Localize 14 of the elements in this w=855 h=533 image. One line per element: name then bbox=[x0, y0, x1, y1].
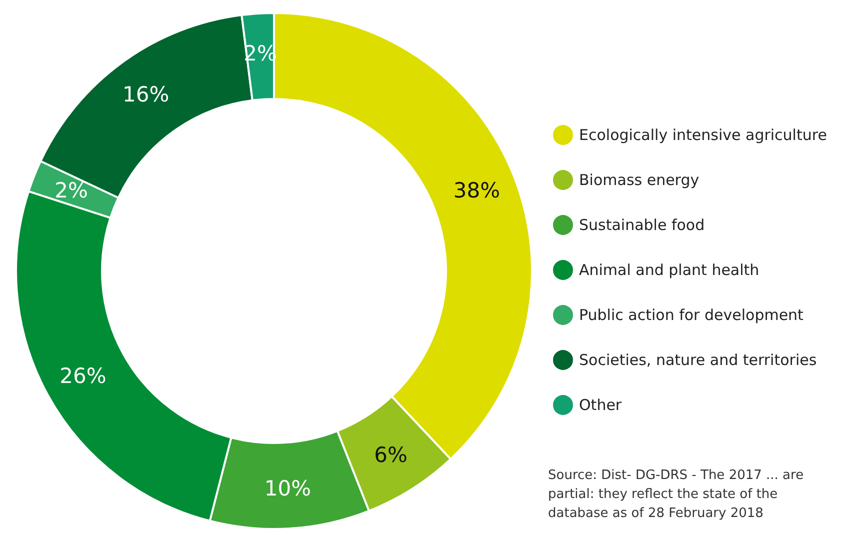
source-note: Source: Dist- DG-DRS - The 2017 ... are partial: they reflect the state of the database as of 28 February 2018 bbox=[548, 468, 808, 521]
data-label: 2% bbox=[54, 178, 88, 203]
legend-label: Animal and plant health bbox=[579, 261, 760, 279]
legend-label: Other bbox=[579, 396, 622, 414]
data-label: 10% bbox=[264, 476, 312, 501]
legend-label: Public action for development bbox=[579, 306, 804, 324]
legend-label: Ecologically intensive agriculture bbox=[579, 126, 827, 144]
data-label: 26% bbox=[60, 364, 106, 388]
legend-label: Sustainable food bbox=[579, 216, 705, 234]
data-label: 16% bbox=[122, 82, 170, 107]
data-label: 38% bbox=[453, 178, 500, 203]
legend-label: Biomass energy bbox=[579, 171, 700, 189]
data-label: 6% bbox=[374, 443, 408, 468]
legend-label: Societies, nature and territories bbox=[579, 351, 817, 369]
